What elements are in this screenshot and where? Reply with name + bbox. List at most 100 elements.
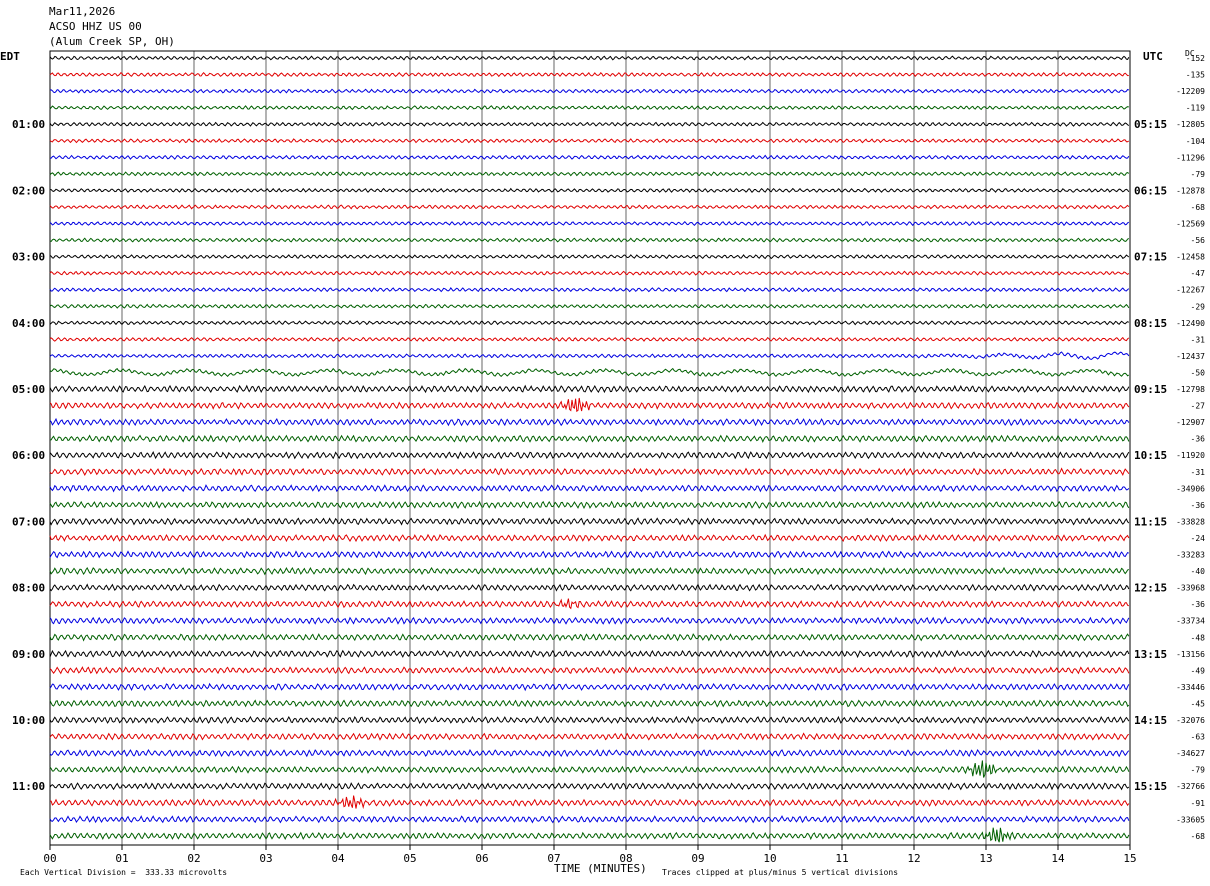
- trace-line: [49, 367, 1130, 378]
- dc-offset-label: -12267: [1176, 286, 1205, 295]
- dc-offset-label: -68: [1191, 832, 1206, 841]
- trace-line: [49, 795, 1130, 810]
- trace-line: [49, 397, 1130, 413]
- dc-offset-label: -13156: [1176, 650, 1205, 659]
- dc-offset-label: -12490: [1176, 319, 1205, 328]
- trace-line: [49, 598, 1130, 610]
- trace-line: [49, 336, 1130, 342]
- trace-line: [49, 270, 1130, 276]
- dc-offset-label: -33283: [1176, 551, 1205, 560]
- trace-line: [49, 71, 1129, 78]
- x-tick-label: 06: [475, 852, 488, 865]
- clipping-note: Traces clipped at plus/minus 5 vertical …: [662, 868, 899, 877]
- dc-offset-label: -79: [1191, 170, 1206, 179]
- dc-offset-label: -47: [1191, 269, 1206, 278]
- x-tick-label: 09: [691, 852, 704, 865]
- dc-offset-label: -32766: [1176, 782, 1205, 791]
- right-hour-label: 13:15: [1134, 648, 1167, 661]
- dc-offset-label: -36: [1191, 435, 1206, 444]
- left-hour-label: 01:00: [12, 118, 45, 131]
- left-hour-label: 11:00: [12, 780, 45, 793]
- trace-line: [49, 500, 1130, 509]
- x-tick-label: 05: [403, 852, 416, 865]
- trace-line: [49, 533, 1130, 543]
- left-hour-label: 05:00: [12, 383, 45, 396]
- division-note: Each Vertical Division = 333.33 microvol…: [20, 868, 228, 877]
- trace-line: [49, 55, 1130, 61]
- right-hour-label: 05:15: [1134, 118, 1167, 131]
- dc-offset-label: -45: [1191, 699, 1206, 708]
- x-tick-label: 15: [1123, 852, 1136, 865]
- dc-offset-label: -50: [1191, 368, 1206, 377]
- trace-line: [49, 303, 1130, 309]
- dc-offset-label: -24: [1191, 534, 1206, 543]
- trace-line: [49, 566, 1130, 576]
- trace-line: [50, 187, 1130, 193]
- trace-line: [49, 649, 1130, 659]
- dc-offset-labels: -152 -135 -12209 -119 -12805 -104 -11296 -79 -12…: [1176, 54, 1205, 841]
- dc-offset-label: -12569: [1176, 220, 1205, 229]
- x-tick-label: 13: [979, 852, 992, 865]
- dc-offset-label: -68: [1191, 203, 1206, 212]
- plot-grid: [49, 50, 1131, 846]
- trace-line: [49, 782, 1130, 791]
- x-tick-label: 02: [187, 852, 200, 865]
- dc-offset-label: -29: [1191, 302, 1206, 311]
- left-hour-label: 03:00: [12, 251, 45, 264]
- trace-line: [49, 682, 1130, 692]
- dc-offset-label: -34906: [1176, 484, 1205, 493]
- dc-offset-label: -31: [1191, 468, 1206, 477]
- trace-line: [49, 105, 1129, 111]
- x-axis-label: TIME (MINUTES): [554, 862, 647, 875]
- trace-line: [49, 699, 1130, 708]
- left-hour-label: 02:00: [12, 184, 45, 197]
- trace-line: [49, 171, 1130, 177]
- dc-offset-label: -32076: [1176, 716, 1205, 725]
- dc-offset-label: -34627: [1176, 749, 1205, 758]
- right-hour-label: 06:15: [1134, 184, 1167, 197]
- x-tick-label: 04: [331, 852, 345, 865]
- dc-offset-label: -33605: [1176, 815, 1205, 824]
- dc-offset-label: -119: [1186, 104, 1205, 113]
- x-tick-label: 12: [907, 852, 920, 865]
- trace-line: [49, 748, 1130, 758]
- trace-line: [49, 384, 1130, 394]
- trace-line: [49, 220, 1130, 227]
- dc-offset-label: -152: [1186, 54, 1205, 63]
- right-timezone-label: UTC: [1143, 50, 1163, 63]
- left-hour-label: 07:00: [12, 515, 45, 528]
- dc-offset-label: -79: [1191, 766, 1206, 775]
- x-tick-label: 00: [43, 852, 56, 865]
- header-location: (Alum Creek SP, OH): [49, 35, 175, 48]
- trace-line: [49, 815, 1130, 824]
- dc-offset-label: -12878: [1176, 186, 1205, 195]
- trace-line: [49, 434, 1130, 443]
- x-tick-label: 01: [115, 852, 128, 865]
- right-hour-label: 14:15: [1134, 714, 1167, 727]
- dc-offset-label: -31: [1191, 335, 1206, 344]
- trace-line: [49, 138, 1130, 144]
- right-hour-label: 15:15: [1134, 780, 1167, 793]
- dc-offset-label: -27: [1191, 402, 1206, 411]
- left-hour-labels: 01:00 02:00 03:00 04:00 05:00 06:00 07:00 08:00…: [12, 118, 45, 793]
- plot-frame: [49, 50, 1131, 846]
- left-hour-label: 06:00: [12, 449, 45, 462]
- right-hour-label: 10:15: [1134, 449, 1167, 462]
- dc-offset-label: -12209: [1176, 87, 1205, 96]
- dc-offset-label: -12458: [1176, 253, 1205, 262]
- trace-line: [49, 254, 1130, 260]
- trace-line: [49, 351, 1130, 360]
- seismic-traces: [49, 55, 1130, 843]
- header-station: ACSO HHZ US 00: [49, 20, 142, 33]
- dc-offset-label: -12907: [1176, 418, 1205, 427]
- trace-line: [49, 121, 1130, 127]
- dc-offset-label: -63: [1191, 733, 1206, 742]
- trace-line: [49, 732, 1130, 741]
- dc-offset-label: -11296: [1176, 153, 1205, 162]
- x-tick-label: 10: [763, 852, 776, 865]
- dc-offset-label: -49: [1191, 666, 1206, 675]
- right-hour-label: 08:15: [1134, 317, 1167, 330]
- trace-line: [49, 827, 1130, 843]
- dc-offset-label: -36: [1191, 501, 1206, 510]
- dc-offset-label: -11920: [1176, 451, 1205, 460]
